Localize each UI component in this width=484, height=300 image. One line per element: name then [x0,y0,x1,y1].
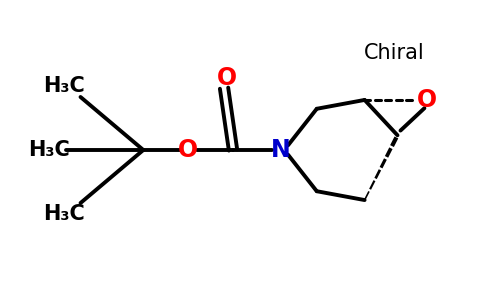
Text: O: O [217,66,237,90]
Text: O: O [417,88,438,112]
Text: H₃C: H₃C [43,76,85,96]
Text: H₃C: H₃C [28,140,70,160]
Text: N: N [271,138,291,162]
Text: O: O [178,138,198,162]
Text: H₃C: H₃C [43,204,85,224]
Text: Chiral: Chiral [364,43,425,63]
